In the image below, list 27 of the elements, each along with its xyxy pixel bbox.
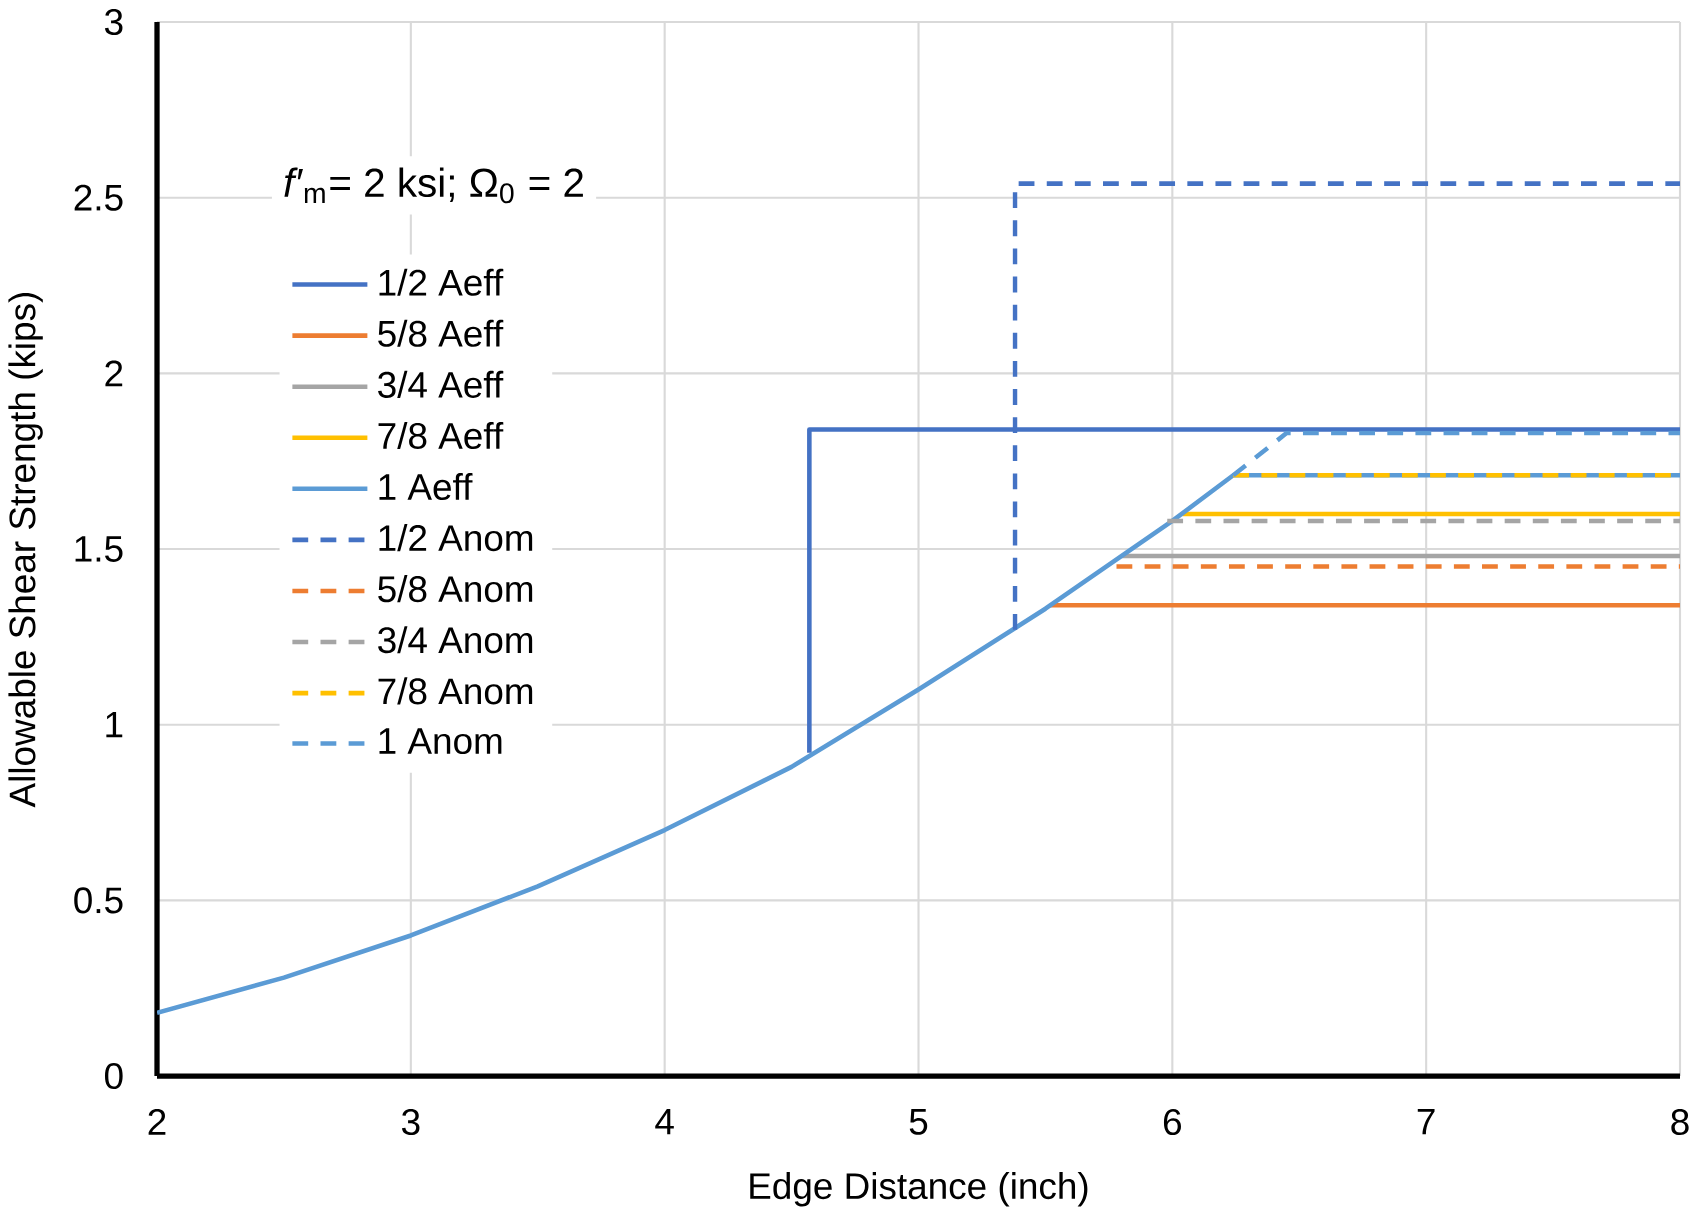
legend-label: 1/2 Aeff xyxy=(379,268,504,296)
x-tick-label: 5 xyxy=(909,1108,928,1135)
legend-label: 3/4 Aeff xyxy=(378,370,504,398)
x-tick-label: 7 xyxy=(1417,1108,1435,1135)
y-tick-label: 3 xyxy=(104,8,123,36)
legend-label: 1 Aeff xyxy=(379,473,473,501)
x-tick-label: 8 xyxy=(1671,1108,1689,1136)
legend-label: 1 Anom xyxy=(379,728,502,755)
y-tick-label: 2 xyxy=(105,360,123,387)
legend-label: 7/8 Anom xyxy=(378,677,533,705)
legend-label: 5/8 Anom xyxy=(378,575,533,603)
x-axis-title: Edge Distance (inch) xyxy=(750,1172,1088,1207)
y-tick-label: 0 xyxy=(105,1062,123,1090)
x-tick-label: 6 xyxy=(1163,1108,1181,1136)
x-tick-label: 2 xyxy=(148,1108,166,1135)
legend-label: 1/2 Anom xyxy=(379,524,533,552)
annotation: f′$_{m}$= 2 ksi; Ω$_{0}$ = 2 xyxy=(284,167,583,204)
y-axis-title: Allowable Shear Strength (kips) xyxy=(8,292,43,808)
x-tick-label: 4 xyxy=(655,1108,674,1135)
legend-label: 7/8 Aeff xyxy=(378,421,504,450)
x-tick-label: 3 xyxy=(401,1108,420,1136)
y-tick-label: 0.5 xyxy=(74,887,123,914)
y-tick-label: 1.5 xyxy=(75,536,123,562)
legend-label: 3/4 Anom xyxy=(378,626,533,654)
legend-label: 5/8 Aeff xyxy=(378,319,504,347)
y-tick-label: 1 xyxy=(106,712,123,738)
y-tick-label: 2.5 xyxy=(74,184,123,211)
